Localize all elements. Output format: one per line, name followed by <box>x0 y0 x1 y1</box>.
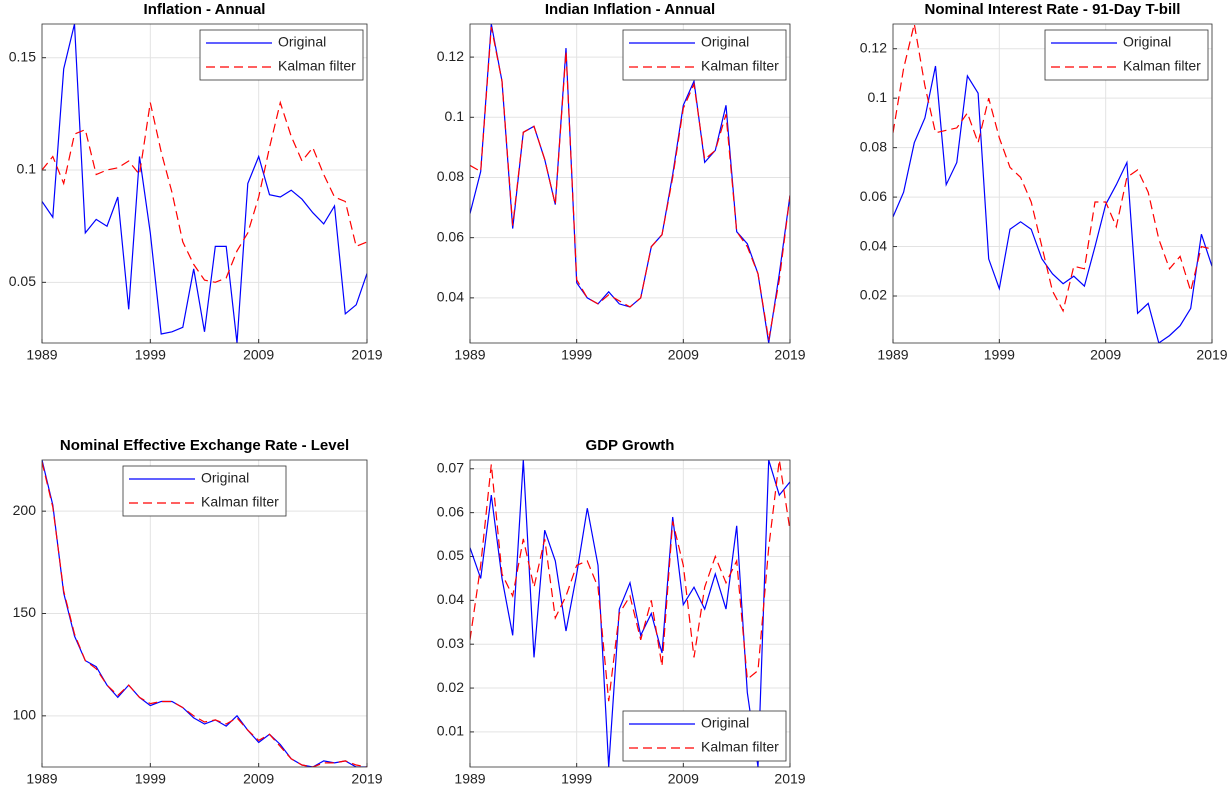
y-tick-label: 0.12 <box>437 48 464 64</box>
legend-box <box>622 29 787 81</box>
legend-label: Original <box>701 715 749 731</box>
axes-box <box>469 459 791 768</box>
x-tick-label: 2009 <box>1090 347 1121 363</box>
x-tick-label: 2019 <box>1196 347 1227 363</box>
y-tick-label: 0.03 <box>437 635 464 651</box>
x-tick-label: 1999 <box>561 347 592 363</box>
y-tick-label: 0.1 <box>17 161 37 177</box>
y-tick-label: 150 <box>13 604 37 620</box>
x-tick-label: 2019 <box>351 771 382 787</box>
x-tick-label: 2009 <box>243 771 274 787</box>
y-tick-label: 0.05 <box>437 547 464 563</box>
y-tick-label: 0.04 <box>860 237 887 253</box>
series-line <box>470 460 790 767</box>
legend-label: Kalman filter <box>701 58 779 74</box>
legend-label: Original <box>201 470 249 486</box>
y-tick-label: 0.1 <box>445 108 465 124</box>
y-tick-label: 0.08 <box>860 138 887 154</box>
chart-title: Nominal Interest Rate - 91-Day T-bill <box>925 1 1181 18</box>
series-line <box>470 460 790 702</box>
series-line <box>42 460 367 767</box>
y-tick-label: 0.08 <box>437 168 464 184</box>
y-tick-label: 0.12 <box>860 39 887 55</box>
x-tick-label: 2019 <box>774 347 805 363</box>
panel: Indian Inflation - Annual 1989 1999 2009 201… <box>437 1 806 363</box>
legend-label: Kalman filter <box>1123 58 1201 74</box>
x-tick-label: 1999 <box>135 771 166 787</box>
series-line <box>893 65 1212 343</box>
y-tick-label: 0.02 <box>437 679 464 695</box>
x-tick-label: 1989 <box>26 347 57 363</box>
legend-box <box>122 465 287 517</box>
panel: Nominal Effective Exchange Rate - Level 1… <box>13 437 383 787</box>
legend-box <box>622 710 787 762</box>
axes-box <box>469 23 791 344</box>
legend-box <box>199 29 364 81</box>
chart-title: Indian Inflation - Annual <box>545 1 715 18</box>
y-tick-label: 0.05 <box>9 273 36 289</box>
legend-label: Kalman filter <box>278 58 356 74</box>
series-line <box>893 24 1212 313</box>
x-tick-label: 1989 <box>454 347 485 363</box>
legend-label: Original <box>278 34 326 50</box>
legend-label: Original <box>1123 34 1171 50</box>
y-tick-label: 0.04 <box>437 591 464 607</box>
legend-label: Kalman filter <box>201 494 279 510</box>
chart-title: GDP Growth <box>586 437 675 454</box>
y-tick-label: 0.06 <box>437 503 464 519</box>
legend-label: Original <box>701 34 749 50</box>
y-tick-label: 0.02 <box>860 287 887 303</box>
panel: Inflation - Annual 1989 1999 2009 2019 0.05 0.… <box>9 1 383 363</box>
axes-box <box>892 23 1213 344</box>
series-line <box>42 100 367 283</box>
panel: Nominal Interest Rate - 91-Day T-bill 198… <box>860 1 1228 363</box>
chart-title: Inflation - Annual <box>144 1 266 18</box>
x-tick-label: 2019 <box>351 347 382 363</box>
y-tick-label: 0.06 <box>860 188 887 204</box>
y-tick-label: 0.1 <box>868 89 888 105</box>
axes-box <box>41 23 368 344</box>
x-tick-label: 2019 <box>774 771 805 787</box>
y-tick-label: 0.04 <box>437 289 464 305</box>
series-line <box>42 461 367 767</box>
y-tick-label: 0.06 <box>437 228 464 244</box>
series-line <box>42 24 367 343</box>
x-tick-label: 1999 <box>135 347 166 363</box>
y-tick-label: 200 <box>13 502 37 518</box>
chart-title: Nominal Effective Exchange Rate - Level <box>60 437 349 454</box>
x-tick-label: 2009 <box>243 347 274 363</box>
x-tick-label: 1989 <box>26 771 57 787</box>
series-line <box>470 26 790 341</box>
x-tick-label: 1989 <box>454 771 485 787</box>
y-tick-label: 0.15 <box>9 48 36 64</box>
legend-box <box>1044 29 1209 81</box>
axes-box <box>41 459 368 768</box>
panel: GDP Growth 1989 1999 2009 2019 0.01 0.02 0.03 0.… <box>437 437 806 787</box>
x-tick-label: 1999 <box>561 771 592 787</box>
legend-label: Kalman filter <box>701 739 779 755</box>
y-tick-label: 0.07 <box>437 459 464 475</box>
x-tick-label: 2009 <box>668 771 699 787</box>
y-tick-label: 0.01 <box>437 723 464 739</box>
x-tick-label: 2009 <box>668 347 699 363</box>
x-tick-label: 1989 <box>877 347 908 363</box>
x-tick-label: 1999 <box>984 347 1015 363</box>
y-tick-label: 100 <box>13 707 37 723</box>
